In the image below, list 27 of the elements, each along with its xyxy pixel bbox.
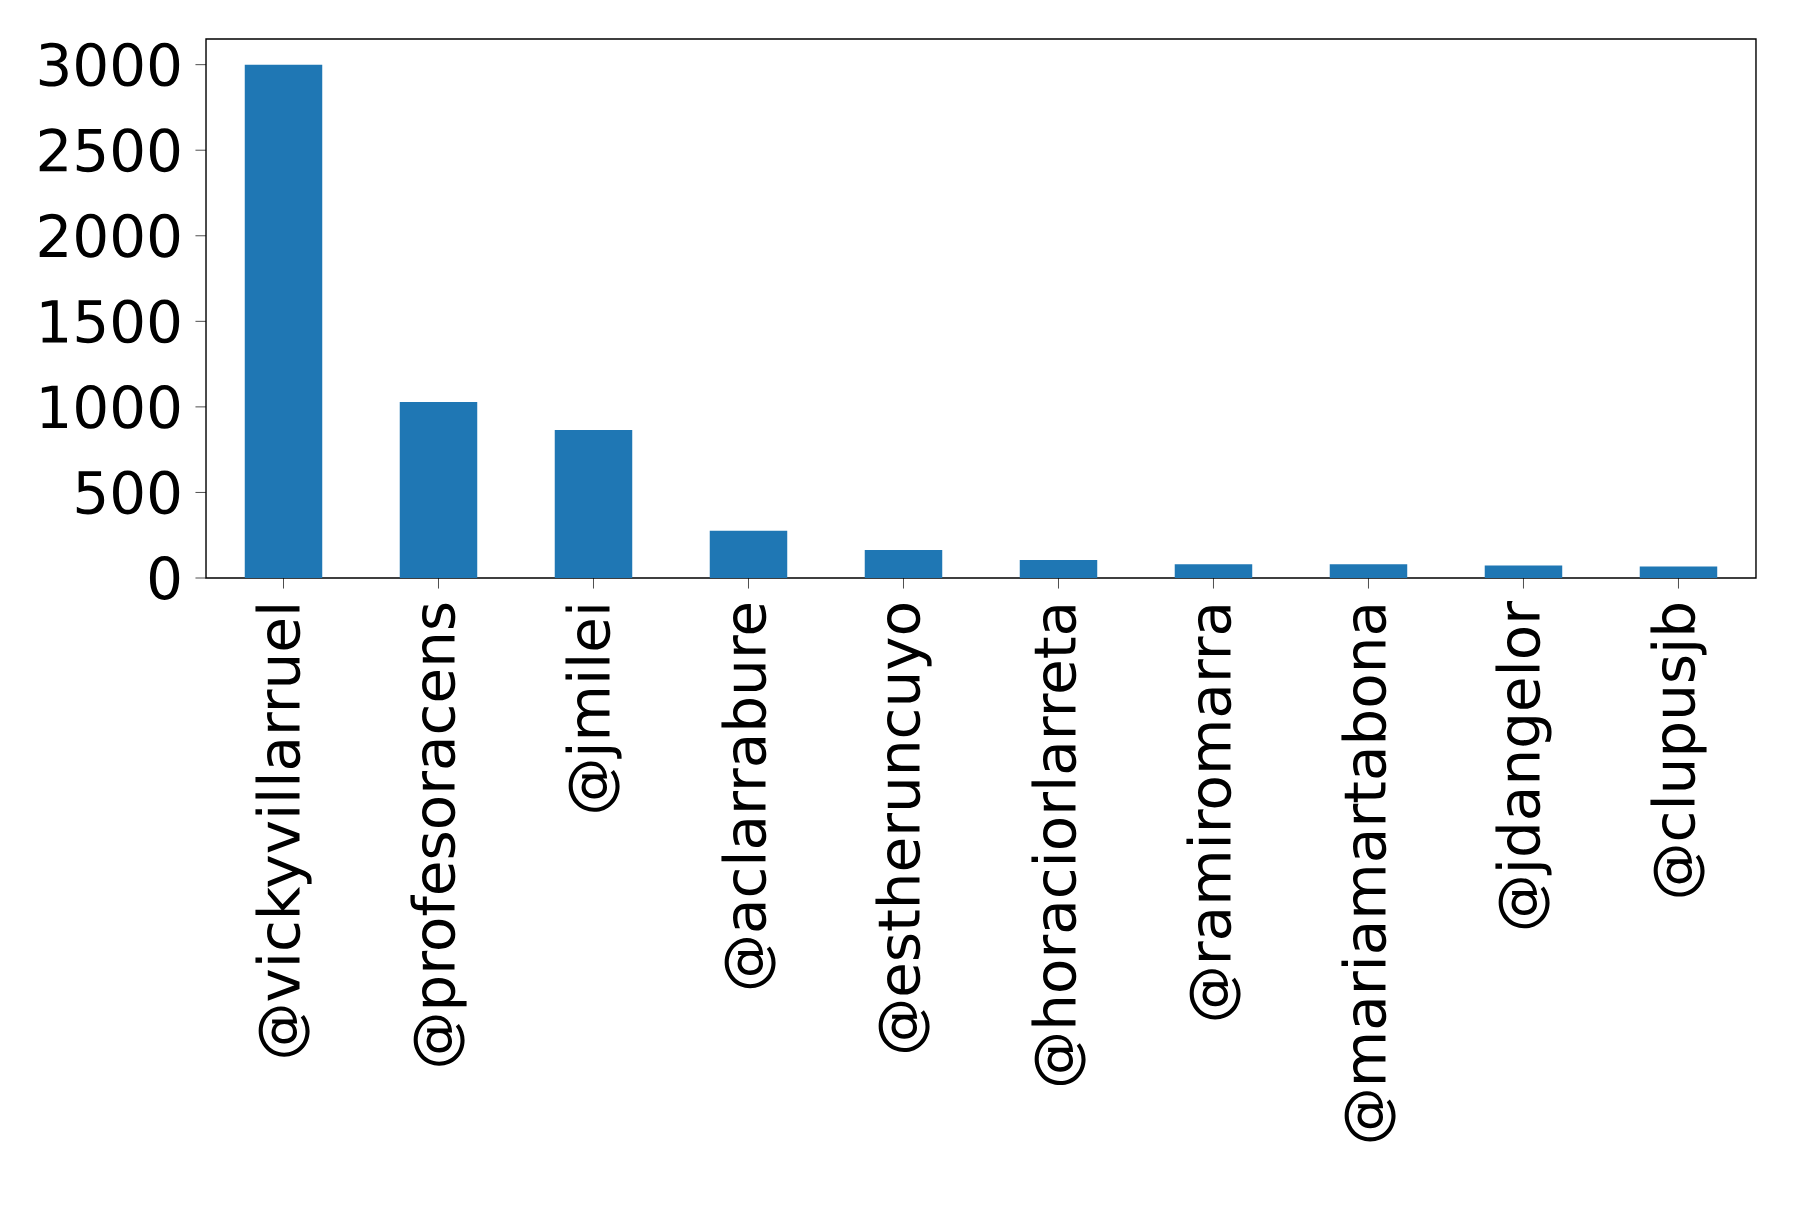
y-tick-label: 2500 (39, 128, 180, 173)
x-tick-label: @ramiromarra (1186, 606, 1241, 1020)
x-tick-label: @jdangelor (1495, 600, 1552, 929)
y-tick-label: 1500 (41, 299, 180, 344)
bar (1484, 565, 1563, 579)
y-tick-label: 2000 (39, 213, 180, 258)
bar (864, 550, 943, 579)
x-tick-label: @estheruncuyo (875, 604, 932, 1052)
bar (399, 402, 478, 579)
x-tick-label: @vickyvillarruel (255, 606, 312, 1057)
bar (709, 530, 788, 579)
y-tick-label: 3000 (39, 42, 180, 87)
bar (1174, 564, 1253, 579)
bar (244, 64, 323, 579)
y-tick-label: 1000 (41, 384, 180, 429)
x-tick-label: @clupusjb (1650, 604, 1707, 897)
y-tick-label: 0 (149, 556, 180, 600)
x-tick-label: @mariamartabona (1341, 606, 1396, 1142)
x-tick-label: @profesoracens (410, 603, 467, 1066)
bar (1329, 564, 1408, 579)
bar (1639, 566, 1718, 579)
y-tick-label: 500 (76, 470, 180, 515)
x-tick-label: @horaciorlarreta (1031, 606, 1086, 1086)
x-tick-label: @jmilei (565, 606, 622, 812)
bar (554, 430, 633, 579)
bar (1019, 560, 1098, 579)
x-tick-label: @aclarrabure (721, 603, 776, 989)
